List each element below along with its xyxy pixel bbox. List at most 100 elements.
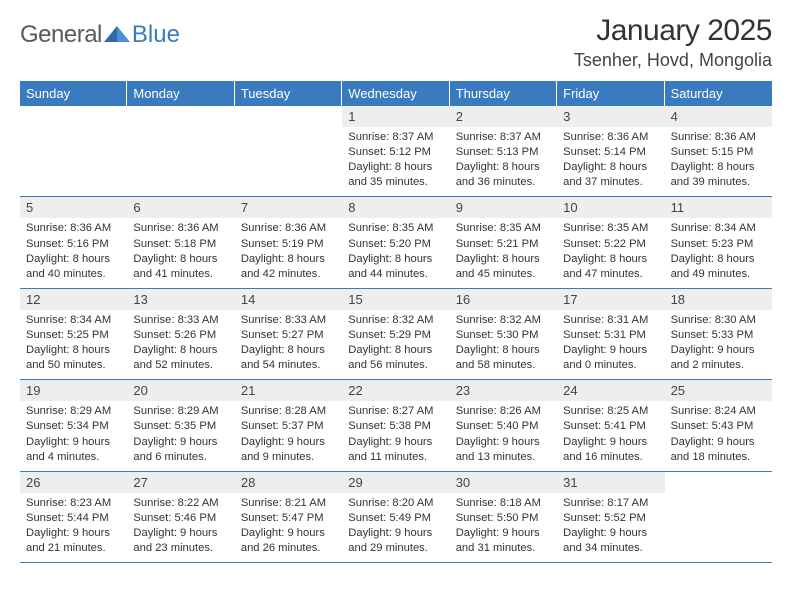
day-info-line-sunrise: Sunrise: 8:36 AM [133,221,228,236]
day-number: 16 [450,289,557,310]
day-number: 1 [342,106,449,127]
day-cell: 4 Sunrise: 8:36 AMSunset: 5:15 PMDaylight… [665,106,772,196]
day-info: Sunrise: 8:37 AMSunset: 5:12 PMDaylight:… [342,130,449,190]
day-cell: 3Sunrise: 8:36 AMSunset: 5:14 PMDaylight… [557,106,664,196]
day-info: Sunrise: 8:34 AMSunset: 5:25 PMDaylight:… [20,313,127,373]
day-info-line-sunset: Sunset: 5:21 PM [456,237,551,252]
day-info-line-daylight2: and 54 minutes. [241,358,336,373]
day-info-line-sunrise: Sunrise: 8:32 AM [456,313,551,328]
day-info-line-daylight2: and 11 minutes. [348,450,443,465]
day-info-line-sunset: Sunset: 5:40 PM [456,419,551,434]
day-info-line-daylight1: Daylight: 8 hours [563,160,658,175]
day-info: Sunrise: 8:25 AMSunset: 5:41 PMDaylight:… [557,404,664,464]
day-cell [665,472,772,562]
day-info-line-daylight2: and 31 minutes. [456,541,551,556]
day-info-line-sunrise: Sunrise: 8:37 AM [456,130,551,145]
day-info: Sunrise: 8:24 AMSunset: 5:43 PMDaylight:… [665,404,772,464]
day-cell [235,106,342,196]
day-info-line-sunrise: Sunrise: 8:21 AM [241,496,336,511]
day-info-line-sunrise: Sunrise: 8:17 AM [563,496,658,511]
day-number: 4 [665,106,772,127]
day-info-line-daylight2: and 18 minutes. [671,450,766,465]
week-row: 12 Sunrise: 8:34 AMSunset: 5:25 PMDayligh… [20,289,772,380]
day-number: 13 [127,289,234,310]
day-info: Sunrise: 8:21 AMSunset: 5:47 PMDaylight:… [235,496,342,556]
day-number: 24 [557,380,664,401]
day-info-line-daylight1: Daylight: 8 hours [671,160,766,175]
weekday-header: Sunday [20,81,127,106]
day-cell: 21Sunrise: 8:28 AMSunset: 5:37 PMDayligh… [235,380,342,470]
day-info: Sunrise: 8:29 AMSunset: 5:35 PMDaylight:… [127,404,234,464]
week-row: 19Sunrise: 8:29 AMSunset: 5:34 PMDayligh… [20,380,772,471]
day-info-line-daylight2: and 13 minutes. [456,450,551,465]
day-info-line-sunset: Sunset: 5:27 PM [241,328,336,343]
day-info: Sunrise: 8:26 AMSunset: 5:40 PMDaylight:… [450,404,557,464]
day-info-line-sunset: Sunset: 5:47 PM [241,511,336,526]
day-cell: 18Sunrise: 8:30 AMSunset: 5:33 PMDayligh… [665,289,772,379]
day-number: 12 [20,289,127,310]
day-info-line-daylight2: and 35 minutes. [348,175,443,190]
day-cell: 6Sunrise: 8:36 AMSunset: 5:18 PMDaylight… [127,197,234,287]
day-info-line-sunset: Sunset: 5:26 PM [133,328,228,343]
day-info: Sunrise: 8:35 AMSunset: 5:20 PMDaylight:… [342,221,449,281]
day-info-line-sunset: Sunset: 5:19 PM [241,237,336,252]
day-info: Sunrise: 8:36 AMSunset: 5:15 PMDaylight:… [665,130,772,190]
day-number: 26 [20,472,127,493]
day-info-line-sunrise: Sunrise: 8:36 AM [563,130,658,145]
day-info: Sunrise: 8:23 AMSunset: 5:44 PMDaylight:… [20,496,127,556]
day-cell: 23Sunrise: 8:26 AMSunset: 5:40 PMDayligh… [450,380,557,470]
day-info-line-daylight2: and 44 minutes. [348,267,443,282]
day-info-line-sunset: Sunset: 5:22 PM [563,237,658,252]
day-info-line-daylight2: and 39 minutes. [671,175,766,190]
day-cell: 1 Sunrise: 8:37 AMSunset: 5:12 PMDaylight… [342,106,449,196]
day-info-line-daylight2: and 56 minutes. [348,358,443,373]
day-info-line-sunrise: Sunrise: 8:37 AM [348,130,443,145]
day-cell [127,106,234,196]
day-cell: 9Sunrise: 8:35 AMSunset: 5:21 PMDaylight… [450,197,557,287]
day-info-line-sunrise: Sunrise: 8:29 AM [26,404,121,419]
day-number: 22 [342,380,449,401]
day-info-line-sunrise: Sunrise: 8:30 AM [671,313,766,328]
day-info-line-daylight2: and 26 minutes. [241,541,336,556]
day-info-line-daylight2: and 34 minutes. [563,541,658,556]
day-cell: 10Sunrise: 8:35 AMSunset: 5:22 PMDayligh… [557,197,664,287]
day-info-line-sunset: Sunset: 5:18 PM [133,237,228,252]
day-info-line-sunset: Sunset: 5:35 PM [133,419,228,434]
day-cell: 31Sunrise: 8:17 AMSunset: 5:52 PMDayligh… [557,472,664,562]
day-info-line-sunrise: Sunrise: 8:36 AM [26,221,121,236]
location: Tsenher, Hovd, Mongolia [574,50,772,71]
day-info-line-sunrise: Sunrise: 8:34 AM [26,313,121,328]
day-info: Sunrise: 8:34 AMSunset: 5:23 PMDaylight:… [665,221,772,281]
day-info-line-daylight2: and 6 minutes. [133,450,228,465]
weekday-header-row: Sunday Monday Tuesday Wednesday Thursday… [20,81,772,106]
day-info-line-sunset: Sunset: 5:31 PM [563,328,658,343]
day-info-line-sunset: Sunset: 5:52 PM [563,511,658,526]
day-info-line-daylight2: and 37 minutes. [563,175,658,190]
day-info: Sunrise: 8:32 AMSunset: 5:29 PMDaylight:… [342,313,449,373]
day-info: Sunrise: 8:22 AMSunset: 5:46 PMDaylight:… [127,496,234,556]
day-info-line-sunset: Sunset: 5:43 PM [671,419,766,434]
day-info: Sunrise: 8:28 AMSunset: 5:37 PMDaylight:… [235,404,342,464]
day-info-line-sunrise: Sunrise: 8:31 AM [563,313,658,328]
day-info-line-daylight1: Daylight: 8 hours [563,252,658,267]
day-info-line-sunrise: Sunrise: 8:33 AM [133,313,228,328]
day-info-line-sunset: Sunset: 5:29 PM [348,328,443,343]
day-cell: 27Sunrise: 8:22 AMSunset: 5:46 PMDayligh… [127,472,234,562]
day-info-line-daylight1: Daylight: 8 hours [456,160,551,175]
day-info-line-daylight1: Daylight: 9 hours [241,435,336,450]
day-info-line-daylight1: Daylight: 9 hours [563,435,658,450]
day-cell: 25Sunrise: 8:24 AMSunset: 5:43 PMDayligh… [665,380,772,470]
day-info-line-sunset: Sunset: 5:38 PM [348,419,443,434]
day-info-line-daylight2: and 41 minutes. [133,267,228,282]
day-info-line-sunrise: Sunrise: 8:33 AM [241,313,336,328]
day-info-line-daylight1: Daylight: 9 hours [456,435,551,450]
day-info-line-sunrise: Sunrise: 8:22 AM [133,496,228,511]
logo: General Blue [20,14,180,49]
day-info: Sunrise: 8:31 AMSunset: 5:31 PMDaylight:… [557,313,664,373]
day-info-line-sunrise: Sunrise: 8:24 AM [671,404,766,419]
day-info-line-sunrise: Sunrise: 8:34 AM [671,221,766,236]
day-number: 3 [557,106,664,127]
day-info-line-daylight1: Daylight: 9 hours [26,435,121,450]
day-info-line-daylight1: Daylight: 8 hours [26,343,121,358]
day-info-line-sunrise: Sunrise: 8:25 AM [563,404,658,419]
